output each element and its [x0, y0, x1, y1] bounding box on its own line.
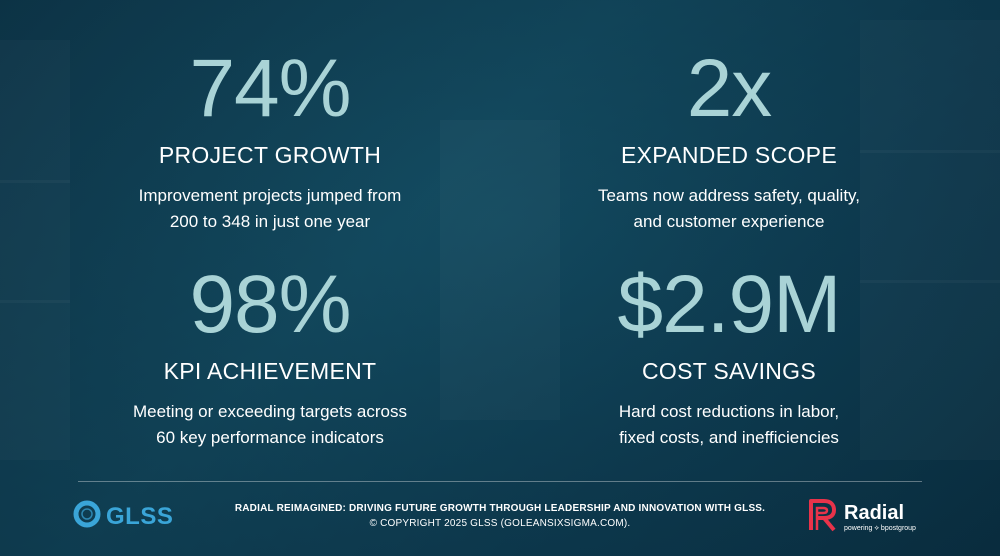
glss-logo: GLSS — [72, 499, 173, 534]
stat-description-line: Improvement projects jumped from — [138, 186, 402, 205]
background-shelf-line — [860, 150, 1000, 153]
background-shelf-line — [860, 280, 1000, 283]
radial-wordmark: Radial powering ⟡ bpostgroup — [844, 502, 916, 533]
footer-copyright: © COPYRIGHT 2025 GLSS (GOLEANSIXSIGMA.CO… — [369, 518, 631, 529]
glss-ring-icon — [72, 499, 102, 534]
stat-description-line: and customer experience — [633, 212, 825, 231]
stat-cost-savings: $2.9M COST SAVINGS Hard cost reductions … — [529, 264, 929, 451]
radial-logo: Radial powering ⟡ bpostgroup — [808, 498, 916, 537]
radial-r-icon — [808, 498, 838, 537]
stat-description: Meeting or exceeding targets across 60 k… — [70, 399, 470, 451]
stat-title: EXPANDED SCOPE — [621, 142, 837, 168]
footer-text: RADIAL REIMAGINED: DRIVING FUTURE GROWTH… — [220, 501, 780, 531]
glss-logo-text: GLSS — [106, 502, 174, 530]
stat-expanded-scope: 2x EXPANDED SCOPE Teams now address safe… — [529, 48, 929, 235]
stat-title: KPI ACHIEVEMENT — [163, 358, 377, 384]
stat-value: 2x — [686, 43, 773, 134]
stat-description-line: Hard cost reductions in labor, — [618, 402, 840, 421]
stat-project-growth: 74% PROJECT GROWTH Improvement projects … — [70, 48, 470, 235]
stat-description: Hard cost reductions in labor, fixed cos… — [529, 399, 929, 451]
stat-description-line: fixed costs, and inefficiencies — [619, 428, 839, 447]
radial-name: Radial — [844, 502, 905, 524]
stat-value: $2.9M — [617, 259, 842, 350]
stat-kpi-achievement: 98% KPI ACHIEVEMENT Meeting or exceeding… — [70, 264, 470, 451]
stat-title: PROJECT GROWTH — [158, 142, 382, 168]
stat-value: 74% — [189, 43, 351, 134]
stat-description: Teams now address safety, quality, and c… — [529, 183, 929, 235]
footer-tagline: RADIAL REIMAGINED: DRIVING FUTURE GROWTH… — [234, 503, 766, 514]
stat-description-line: 60 key performance indicators — [156, 428, 384, 447]
background-shelf-line — [0, 300, 70, 303]
stat-value: 98% — [189, 259, 351, 350]
stat-description-line: Meeting or exceeding targets across — [132, 402, 408, 421]
stat-description-line: 200 to 348 in just one year — [169, 212, 371, 231]
radial-tagline: powering ⟡ bpostgroup — [844, 525, 916, 532]
background-shelf-line — [0, 180, 70, 183]
stat-title: COST SAVINGS — [641, 358, 816, 384]
footer-divider — [78, 481, 922, 482]
stat-description: Improvement projects jumped from 200 to … — [70, 183, 470, 235]
stat-description-line: Teams now address safety, quality, — [597, 186, 861, 205]
